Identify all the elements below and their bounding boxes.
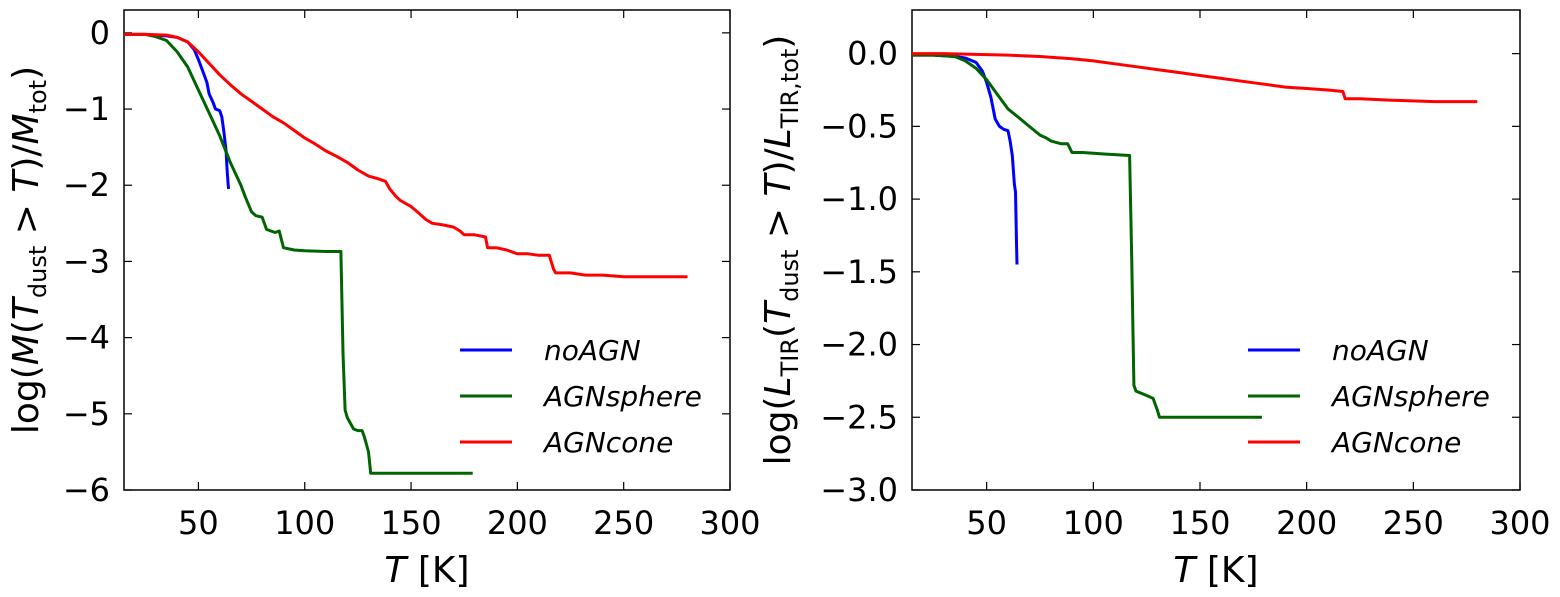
y-tick-label: −3 bbox=[63, 242, 110, 280]
y-tick-label: −1.0 bbox=[820, 180, 898, 218]
legend-label-agnsphere: AGNsphere bbox=[1330, 380, 1490, 413]
series-line-agncone bbox=[124, 32, 688, 279]
series-line-noagn bbox=[912, 53, 1019, 265]
y-tick-label: −6 bbox=[63, 471, 110, 509]
x-tick-label: 300 bbox=[699, 504, 760, 542]
y-tick-label: −3.0 bbox=[820, 471, 898, 509]
legend: noAGN AGNsphere AGNcone bbox=[1248, 334, 1490, 459]
x-tick-label: 200 bbox=[1276, 504, 1337, 542]
y-tick-label: −2.5 bbox=[820, 398, 898, 436]
series-line-agnsphere bbox=[124, 32, 473, 475]
y-tick-label: 0.0 bbox=[847, 35, 898, 73]
x-tick-label: 200 bbox=[487, 504, 548, 542]
y-tick-label: −2.0 bbox=[820, 326, 898, 364]
right-panel: 50 100 150 200 250 300 0.0 −0.5 −1.0 −1.5 −2.0 −2.5… bbox=[758, 9, 1551, 591]
legend-label-noagn: noAGN bbox=[544, 334, 641, 367]
left-panel: 50 100 150 200 250 300 0 −1 −2 −3 −4 −5 −6 T [K] log(M… bbox=[6, 9, 761, 591]
x-tick-label: 100 bbox=[1063, 504, 1124, 542]
x-axis-label: T [K] bbox=[1173, 550, 1258, 591]
y-tick-label: −0.5 bbox=[820, 107, 898, 145]
x-tick-label: 50 bbox=[966, 504, 1007, 542]
y-tick-label: −1.5 bbox=[820, 253, 898, 291]
x-axis-label: T [K] bbox=[384, 550, 469, 591]
series-line-agnsphere bbox=[912, 53, 1262, 419]
x-tick-label: 250 bbox=[1383, 504, 1444, 542]
legend-label-agncone: AGNcone bbox=[542, 426, 673, 459]
x-tick-label: 100 bbox=[274, 504, 335, 542]
x-tick-label: 150 bbox=[1169, 504, 1230, 542]
series-line-noagn bbox=[124, 32, 231, 190]
y-tick-label: −5 bbox=[63, 395, 110, 433]
y-axis-label: log(M(Tdust > T)/Mtot) bbox=[6, 66, 52, 434]
legend-label-agnsphere: AGNsphere bbox=[542, 380, 702, 413]
y-tick-label: 0 bbox=[90, 14, 110, 52]
legend: noAGN AGNsphere AGNcone bbox=[460, 334, 702, 459]
y-axis-label: log(LTIR(Tdust > T)/LTIR,tot) bbox=[758, 35, 804, 466]
y-tick-label: −1 bbox=[63, 90, 110, 128]
x-tick-label: 250 bbox=[593, 504, 654, 542]
x-tick-label: 50 bbox=[178, 504, 219, 542]
x-tick-label: 300 bbox=[1489, 504, 1550, 542]
legend-label-agncone: AGNcone bbox=[1330, 426, 1461, 459]
x-tick-label: 150 bbox=[381, 504, 442, 542]
series-line-agncone bbox=[912, 52, 1478, 104]
legend-label-noagn: noAGN bbox=[1332, 334, 1429, 367]
y-tick-label: −4 bbox=[63, 319, 110, 357]
plot-frame bbox=[911, 9, 1521, 491]
plot-frame bbox=[123, 9, 731, 491]
y-tick-label: −2 bbox=[63, 166, 110, 204]
